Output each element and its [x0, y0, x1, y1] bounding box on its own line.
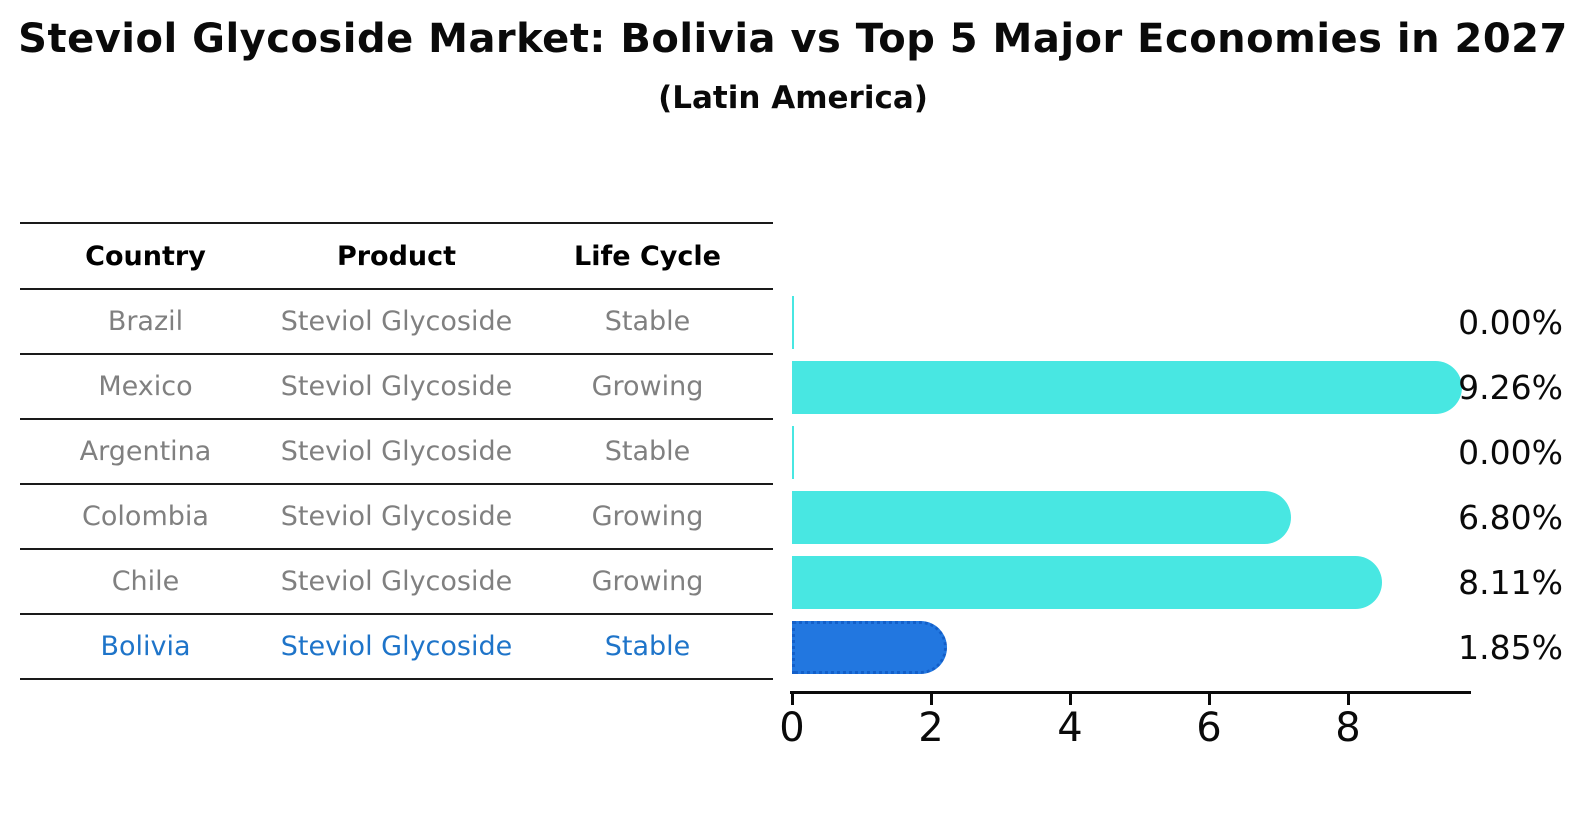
value-label-colombia: 6.80% — [1458, 497, 1563, 537]
table-row: Brazil Steviol Glycoside Stable — [20, 290, 773, 355]
table-cell-lifecycle: Stable — [604, 306, 691, 337]
bar-argentina — [792, 426, 794, 479]
table-cell-lifecycle: Growing — [591, 501, 704, 532]
table-cell-lifecycle: Growing — [591, 371, 704, 402]
table-cell-product: Steviol Glycoside — [280, 306, 513, 337]
table-cell-lifecycle: Stable — [604, 631, 691, 662]
table-row: Argentina Steviol Glycoside Stable — [20, 420, 773, 485]
table-row: Chile Steviol Glycoside Growing — [20, 550, 773, 615]
bar-brazil — [792, 296, 794, 349]
x-tick-mark — [1347, 694, 1350, 705]
table-row: Colombia Steviol Glycoside Growing — [20, 485, 773, 550]
x-tick-label: 0 — [779, 705, 805, 751]
x-tick-mark — [930, 694, 933, 705]
value-label-mexico: 9.26% — [1458, 367, 1563, 407]
x-tick-label: 6 — [1196, 705, 1222, 751]
table-cell-product: Steviol Glycoside — [280, 436, 513, 467]
table-header-country: Country — [85, 240, 206, 272]
table-header-row: Country Product Life Cycle — [20, 222, 773, 290]
x-tick-mark — [791, 694, 794, 705]
table-cell-country: Chile — [111, 566, 180, 597]
table-cell-lifecycle: Growing — [591, 566, 704, 597]
bar-colombia — [792, 491, 1291, 544]
table-row: Bolivia Steviol Glycoside Stable — [20, 615, 773, 680]
x-tick-label: 2 — [918, 705, 944, 751]
country-table: Country Product Life Cycle Brazil Stevio… — [20, 222, 773, 680]
table-cell-country: Brazil — [107, 306, 184, 337]
value-label-chile: 8.11% — [1458, 562, 1563, 602]
value-label-brazil: 0.00% — [1458, 302, 1563, 342]
table-cell-country: Colombia — [82, 501, 209, 532]
table-cell-country: Argentina — [79, 436, 212, 467]
x-tick-mark — [1069, 694, 1072, 705]
table-cell-product: Steviol Glycoside — [280, 501, 513, 532]
table-header-lifecycle: Life Cycle — [574, 240, 721, 272]
value-label-argentina: 0.00% — [1458, 432, 1563, 472]
x-tick-label: 8 — [1335, 705, 1361, 751]
table-cell-lifecycle: Stable — [604, 436, 691, 467]
table-cell-product: Steviol Glycoside — [280, 631, 513, 662]
value-label-bolivia: 1.85% — [1458, 627, 1563, 667]
chart-subtitle: (Latin America) — [658, 80, 928, 116]
table-header-product: Product — [336, 240, 457, 272]
bar-chile — [792, 556, 1382, 609]
x-tick-label: 4 — [1057, 705, 1083, 751]
bar-mexico — [792, 361, 1462, 414]
bar-bolivia — [792, 621, 947, 674]
table-cell-country: Bolivia — [100, 631, 191, 662]
x-tick-mark — [1208, 694, 1211, 705]
table-cell-product: Steviol Glycoside — [280, 371, 513, 402]
chart-title: Steviol Glycoside Market: Bolivia vs Top… — [18, 16, 1568, 62]
table-row: Mexico Steviol Glycoside Growing — [20, 355, 773, 420]
table-body: Brazil Steviol Glycoside Stable Mexico S… — [20, 290, 773, 680]
x-axis-line — [790, 691, 1471, 694]
table-cell-product: Steviol Glycoside — [280, 566, 513, 597]
table-cell-country: Mexico — [98, 371, 193, 402]
